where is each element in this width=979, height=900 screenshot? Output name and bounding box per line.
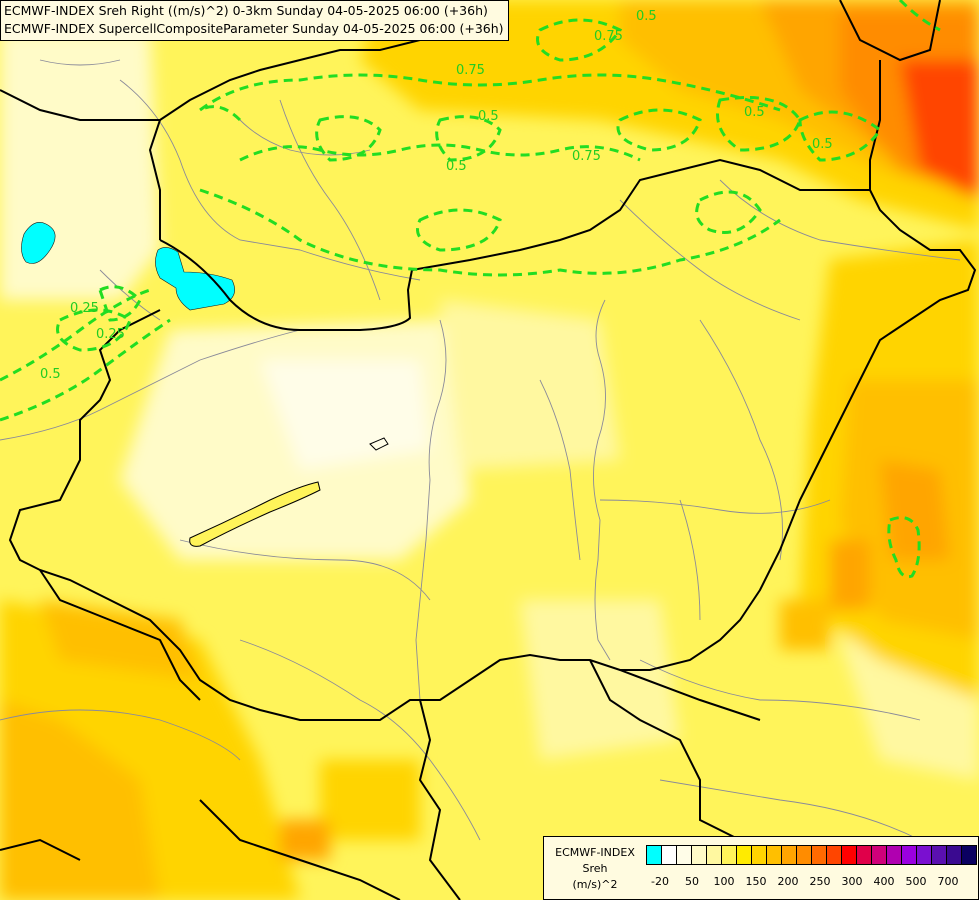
legend-swatch <box>736 845 752 865</box>
lake-balaton <box>189 481 321 547</box>
legend-swatch <box>706 845 722 865</box>
title-line-sreh: ECMWF-INDEX Sreh Right ((m/s)^2) 0-3km S… <box>4 3 488 18</box>
legend-tick-label: 700 <box>937 875 959 888</box>
contour-label: 0.5 <box>40 367 61 382</box>
legend-swatch <box>721 845 737 865</box>
legend-swatch <box>856 845 872 865</box>
legend-tick-label: -20 <box>651 875 669 888</box>
legend-swatch <box>676 845 692 865</box>
lake-small <box>369 437 389 451</box>
legend-swatch <box>781 845 797 865</box>
legend-swatch <box>751 845 767 865</box>
legend-swatch <box>691 845 707 865</box>
legend-tick-label: 500 <box>905 875 927 888</box>
legend-tick-label: 100 <box>713 875 735 888</box>
legend-tick-label: 150 <box>745 875 767 888</box>
legend-swatch <box>901 845 917 865</box>
contour-label: 0.5 <box>744 105 765 120</box>
color-legend: ECMWF-INDEX Sreh (m/s)^2 -20 50 100 150 200 2… <box>543 836 979 900</box>
legend-swatch <box>841 845 857 865</box>
legend-title: ECMWF-INDEX <box>555 846 635 859</box>
contour-labels: 0.25 0.5 0.75 0.5 0.75 0.5 0.5 0.75 0.5 … <box>40 9 833 382</box>
legend-tick-label: 200 <box>777 875 799 888</box>
legend-tick-label: 300 <box>841 875 863 888</box>
legend-swatch <box>766 845 782 865</box>
legend-swatch <box>916 845 932 865</box>
legend-tick-label: 400 <box>873 875 895 888</box>
contour-label: 0.5 <box>812 137 833 152</box>
contour-label: 0.75 <box>572 149 601 164</box>
contour-label: 0.5 <box>446 159 467 174</box>
legend-unit: (m/s)^2 <box>572 878 618 891</box>
contour-label: 0.25 <box>96 327 125 342</box>
legend-swatch <box>646 845 662 865</box>
contour-label: 0.75 <box>594 29 623 44</box>
title-line-scp: ECMWF-INDEX SupercellCompositeParameter … <box>4 21 504 36</box>
legend-swatch <box>886 845 902 865</box>
legend-swatch <box>961 845 977 865</box>
contour-label: 0.75 <box>456 63 485 78</box>
map-title: ECMWF-INDEX Sreh Right ((m/s)^2) 0-3km S… <box>0 0 509 41</box>
contour-label: 0.5 <box>636 9 657 24</box>
legend-swatch <box>796 845 812 865</box>
legend-variable: Sreh <box>582 862 608 875</box>
contour-label: 0.5 <box>478 109 499 124</box>
legend-tick-label: 50 <box>685 875 699 888</box>
contour-label: 0.25 <box>70 301 99 316</box>
legend-swatch <box>826 845 842 865</box>
legend-swatch <box>811 845 827 865</box>
legend-tick-label: 250 <box>809 875 831 888</box>
scp-contours <box>0 0 941 579</box>
legend-swatch <box>871 845 887 865</box>
legend-swatch <box>946 845 962 865</box>
legend-swatch <box>931 845 947 865</box>
legend-swatch <box>661 845 677 865</box>
